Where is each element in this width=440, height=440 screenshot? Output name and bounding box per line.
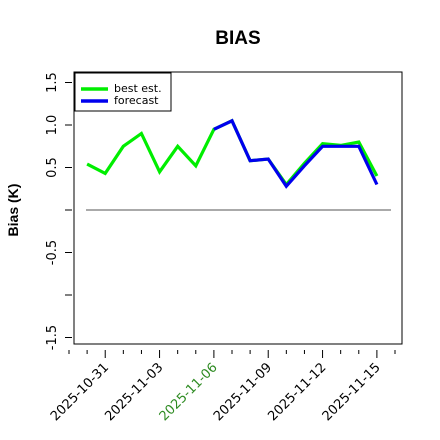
y-tick-label: 1.0 [45,115,60,136]
y-tick-label: 0.5 [45,157,60,178]
legend-box [74,72,172,112]
y-axis: -1.5 -0.5 0.5 1.0 1.5 [45,72,72,350]
y-tick-label: 1.5 [45,72,60,93]
plot-frame [73,71,403,345]
y-tick-label: -0.5 [45,240,60,265]
legend-label-forecast: forecast [114,94,159,107]
x-tick-label: 2025-11-15 [320,360,384,424]
legend-label-best-est: best est. [114,82,162,95]
y-tick-label: -1.5 [45,325,60,350]
y-axis-label: Bias (K) [5,184,21,237]
series-line-forecast [213,118,379,189]
series-line-best-est [86,118,379,188]
chart-title: BIAS [215,28,260,49]
series-lines [86,118,379,189]
legend: best est. forecast [74,72,172,112]
x-axis: 2025-10-312025-11-032025-11-062025-11-09… [48,350,396,424]
